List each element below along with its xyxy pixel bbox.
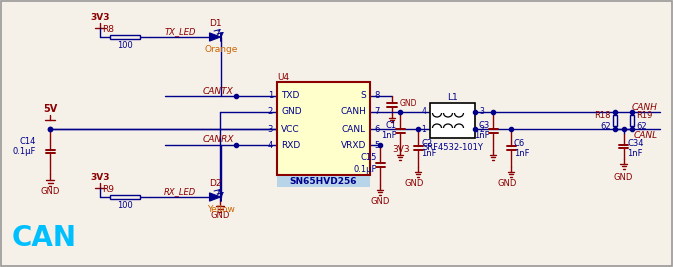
Text: 2: 2: [268, 108, 273, 116]
Text: R19: R19: [636, 111, 652, 120]
Text: C34: C34: [627, 139, 644, 148]
Text: GND: GND: [210, 210, 229, 219]
Text: 4: 4: [421, 108, 426, 116]
Text: 0.1μF: 0.1μF: [13, 147, 36, 155]
Text: 3: 3: [479, 108, 484, 116]
Polygon shape: [209, 193, 221, 201]
Text: CANH: CANH: [632, 103, 658, 112]
Text: C2: C2: [421, 139, 432, 147]
Text: CANL: CANL: [342, 124, 366, 134]
Text: 1nF: 1nF: [474, 132, 490, 140]
Text: R18: R18: [594, 111, 611, 120]
Text: 0.1μF: 0.1μF: [353, 164, 377, 174]
Text: U4: U4: [277, 73, 289, 81]
Text: 3V3: 3V3: [90, 173, 110, 182]
Text: 1nF: 1nF: [514, 148, 530, 158]
Text: 3: 3: [268, 124, 273, 134]
Text: 1nF: 1nF: [627, 150, 643, 159]
Text: S: S: [360, 92, 366, 100]
Text: 1nF: 1nF: [421, 148, 437, 158]
Text: 1: 1: [421, 124, 426, 134]
Bar: [277, 176, 370, 187]
Text: 3V3: 3V3: [90, 13, 110, 22]
Text: 7: 7: [374, 108, 380, 116]
Text: CANL: CANL: [634, 132, 658, 140]
Text: R8: R8: [102, 25, 114, 33]
Text: GND: GND: [281, 108, 302, 116]
Polygon shape: [209, 33, 221, 41]
Text: C1: C1: [386, 121, 397, 131]
Text: L1: L1: [447, 92, 458, 101]
Bar: [110, 35, 140, 39]
Bar: [277, 82, 370, 175]
Text: C6: C6: [514, 139, 525, 147]
Text: GND: GND: [400, 100, 417, 108]
Text: SN65HVD256: SN65HVD256: [290, 177, 357, 186]
Text: 1nF: 1nF: [382, 132, 397, 140]
Text: Orange: Orange: [205, 45, 238, 54]
Text: SRF4532-101Y: SRF4532-101Y: [422, 143, 483, 151]
Bar: [430, 103, 475, 138]
Text: RX_LED: RX_LED: [164, 187, 196, 197]
Text: Yellow: Yellow: [207, 206, 235, 214]
Text: GND: GND: [370, 197, 390, 206]
Text: 8: 8: [374, 92, 380, 100]
Text: 4: 4: [268, 140, 273, 150]
Text: 6: 6: [374, 124, 380, 134]
Text: CANRX: CANRX: [203, 135, 234, 144]
Text: GND: GND: [40, 187, 60, 197]
Text: RXD: RXD: [281, 140, 300, 150]
Text: 62: 62: [636, 122, 647, 131]
Text: D1: D1: [209, 18, 221, 28]
Text: C14: C14: [20, 136, 36, 146]
Text: 1: 1: [268, 92, 273, 100]
Text: CANTX: CANTX: [203, 87, 234, 96]
Text: 62: 62: [600, 122, 611, 131]
Text: 5: 5: [374, 140, 380, 150]
Text: GND: GND: [497, 179, 517, 187]
Text: R9: R9: [102, 184, 114, 194]
Text: CANH: CANH: [340, 108, 366, 116]
Text: TX_LED: TX_LED: [164, 28, 196, 37]
Text: C3: C3: [479, 121, 490, 131]
Text: 100: 100: [117, 41, 133, 50]
Bar: [110, 195, 140, 199]
Text: 5V: 5V: [43, 104, 57, 114]
Text: VCC: VCC: [281, 124, 299, 134]
Text: 3V3: 3V3: [392, 144, 410, 154]
Bar: [612, 115, 617, 125]
Text: GND: GND: [404, 179, 424, 187]
Text: D2: D2: [209, 179, 221, 187]
Text: 100: 100: [117, 202, 133, 210]
Text: C15: C15: [361, 154, 377, 163]
Text: TXD: TXD: [281, 92, 299, 100]
Text: CAN: CAN: [12, 224, 77, 252]
Text: GND: GND: [614, 172, 633, 182]
Text: VRXD: VRXD: [341, 140, 366, 150]
Text: 2: 2: [479, 124, 484, 134]
Bar: [630, 115, 634, 125]
